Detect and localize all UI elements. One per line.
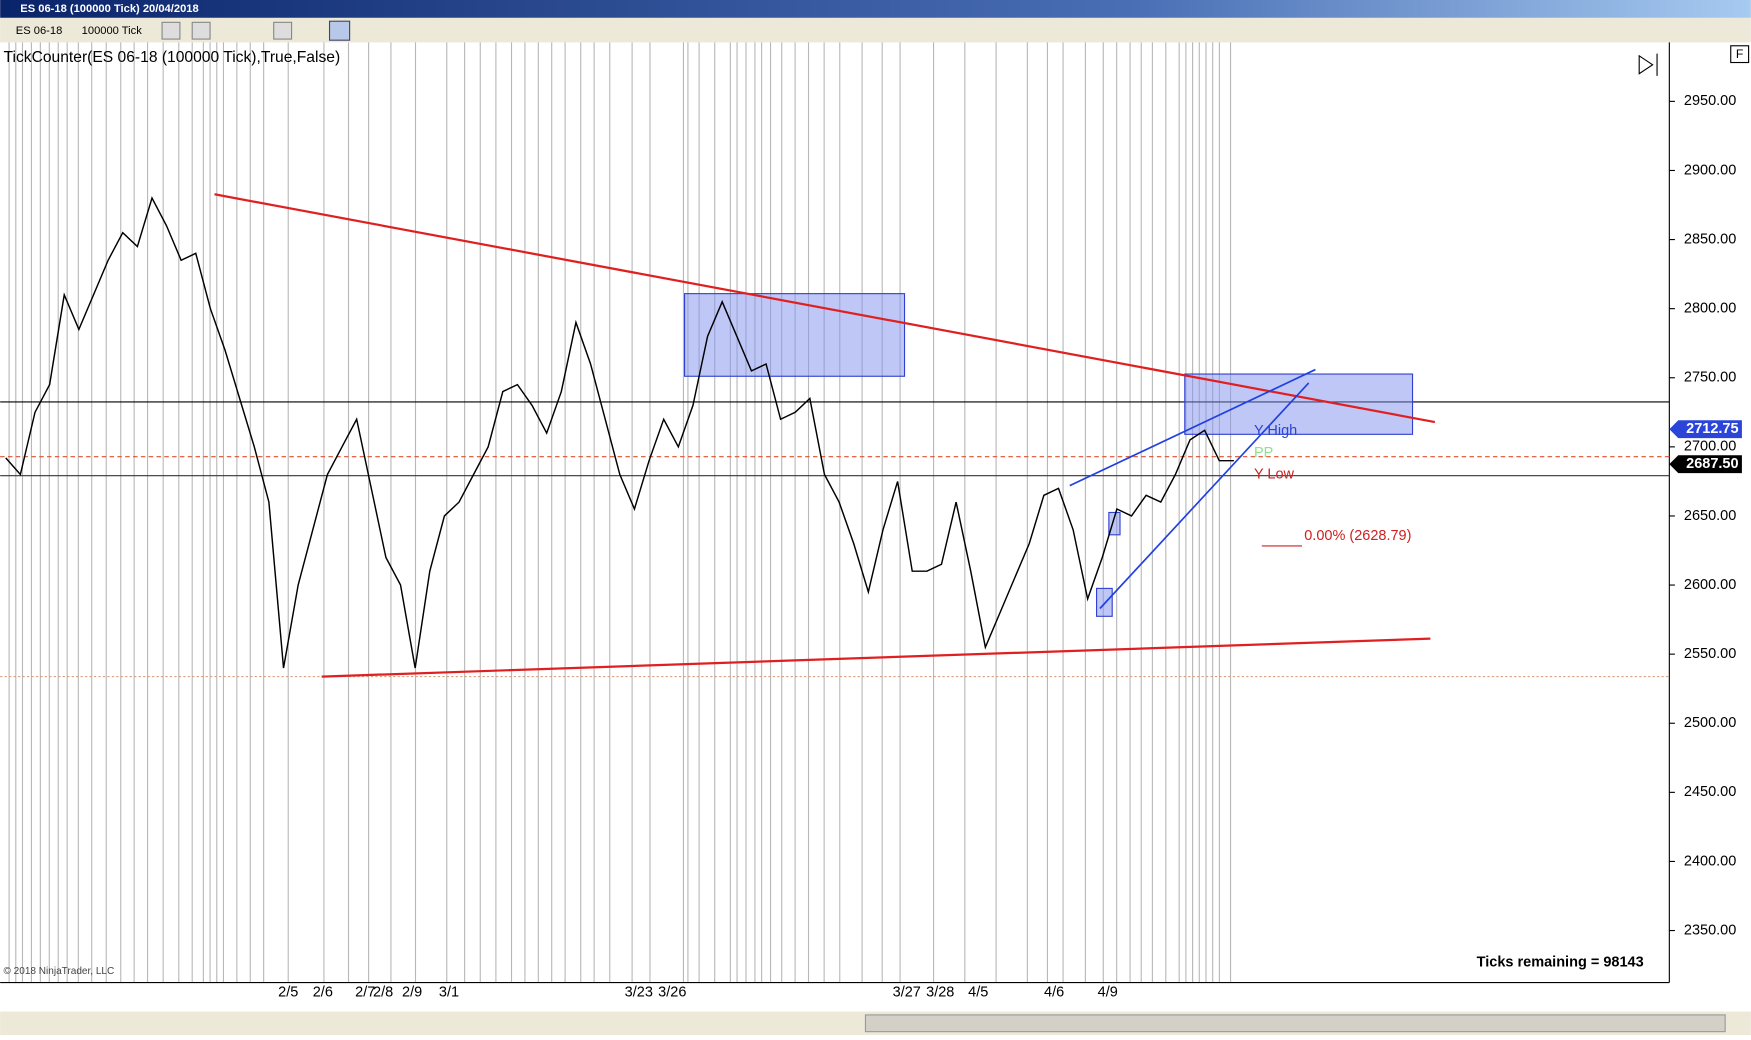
zone-box xyxy=(1184,373,1414,435)
y-low-label: Y Low xyxy=(1254,466,1295,482)
x-tick-label: 2/6 xyxy=(313,984,333,1000)
x-tick-label: 2/8 xyxy=(373,984,393,1000)
y-high-label: Y High xyxy=(1254,423,1297,439)
chart-area xyxy=(0,42,1751,983)
channel-line xyxy=(1069,368,1316,487)
y-tick-label: 2450.00 xyxy=(1684,784,1736,800)
x-tick-label: 3/27 xyxy=(893,984,921,1000)
title-bar xyxy=(0,0,1751,18)
zoom-button[interactable] xyxy=(273,21,293,40)
y-tick-label: 2500.00 xyxy=(1684,715,1736,731)
price-marker xyxy=(1669,455,1742,474)
f-button-label[interactable]: F xyxy=(1736,47,1744,61)
y-tick-label: 2800.00 xyxy=(1684,300,1736,316)
y-tick-label: 2750.00 xyxy=(1684,370,1736,386)
x-tick-label: 3/28 xyxy=(926,984,954,1000)
channel-line xyxy=(1099,382,1310,610)
price-line xyxy=(5,196,1234,669)
price-marker xyxy=(1669,420,1742,439)
price-marker-label: 2712.75 xyxy=(1686,421,1738,437)
scroll-thumb[interactable] xyxy=(864,1014,1726,1033)
pp-label: PP xyxy=(1254,445,1273,461)
chart-style-button[interactable] xyxy=(328,20,351,41)
y-tick-label: 2350.00 xyxy=(1684,922,1736,938)
interval-selector[interactable]: 100000 Tick xyxy=(82,25,143,37)
f-button[interactable] xyxy=(1730,45,1750,64)
x-tick-label: 4/5 xyxy=(968,984,988,1000)
instrument-selector[interactable]: ES 06-18 xyxy=(16,25,63,37)
zone-box xyxy=(1096,587,1113,617)
y-tick-label: 2850.00 xyxy=(1684,231,1736,247)
y-tick-label: 2600.00 xyxy=(1684,577,1736,593)
x-tick-label: 3/23 xyxy=(625,984,653,1000)
y-tick-label: 2900.00 xyxy=(1684,162,1736,178)
toolbar xyxy=(0,17,1751,43)
draw-button[interactable] xyxy=(191,21,211,40)
x-tick-label: 3/1 xyxy=(439,984,459,1000)
x-tick-label: 2/7 xyxy=(355,984,375,1000)
fib-label: 0.00% (2628.79) xyxy=(1304,528,1411,544)
indicator-title: TickCounter(ES 06-18 (100000 Tick),True,… xyxy=(4,49,341,66)
bar-type-button[interactable] xyxy=(161,21,181,40)
y-tick-label: 2400.00 xyxy=(1684,853,1736,869)
trend-line xyxy=(321,637,1431,678)
y-tick-label: 2650.00 xyxy=(1684,508,1736,524)
zone-box xyxy=(684,293,906,377)
x-axis xyxy=(0,982,1751,1011)
copyright: © 2018 NinjaTrader, LLC xyxy=(4,966,115,977)
trend-line xyxy=(214,193,1436,424)
ticks-remaining: Ticks remaining = 98143 xyxy=(1477,954,1644,970)
y-tick-label: 2550.00 xyxy=(1684,646,1736,662)
window-title: ES 06-18 (100000 Tick) 20/04/2018 xyxy=(20,3,198,15)
x-tick-label: 2/9 xyxy=(402,984,422,1000)
price-marker-label: 2687.50 xyxy=(1686,456,1738,472)
x-tick-label: 4/6 xyxy=(1044,984,1064,1000)
zone-box xyxy=(1108,511,1121,536)
scroll-end-button[interactable] xyxy=(1638,53,1658,76)
x-tick-label: 4/9 xyxy=(1098,984,1118,1000)
x-tick-label: 3/26 xyxy=(658,984,686,1000)
x-tick-label: 2/5 xyxy=(278,984,298,1000)
y-tick-label: 2700.00 xyxy=(1684,439,1736,455)
y-tick-label: 2950.00 xyxy=(1684,93,1736,109)
